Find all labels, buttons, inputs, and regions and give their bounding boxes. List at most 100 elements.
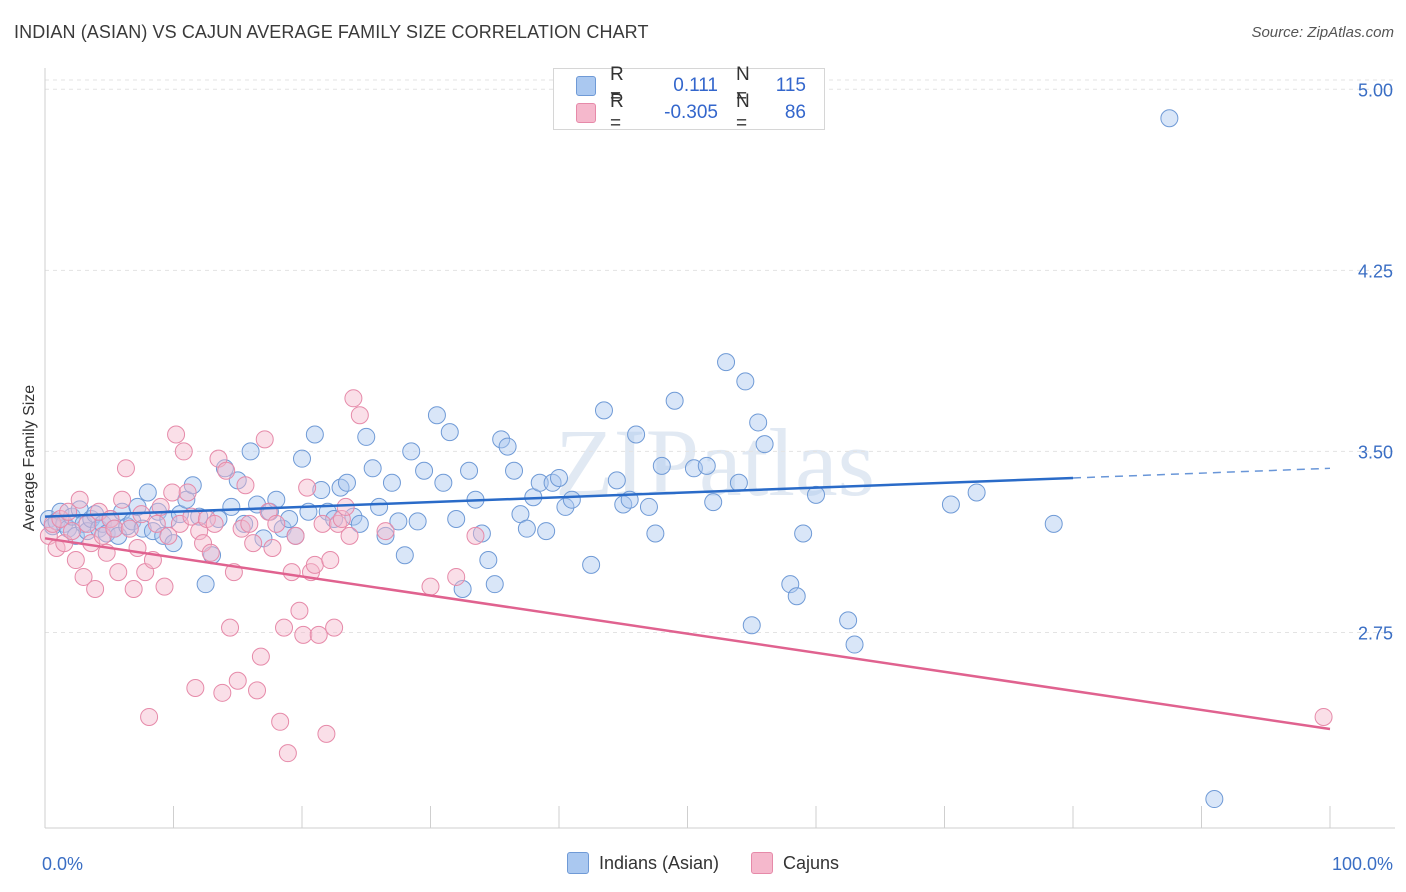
data-point-indians [447, 510, 466, 529]
data-point-cajuns [66, 551, 85, 570]
data-point-indians [415, 461, 434, 480]
data-point-cajuns [174, 442, 193, 461]
y-tick-label: 4.25 [1358, 261, 1393, 281]
data-point-cajuns [186, 678, 205, 697]
data-point-indians [537, 522, 556, 541]
n-label: N = [736, 91, 750, 134]
data-point-cajuns [93, 526, 112, 545]
data-point-cajuns [213, 683, 232, 702]
data-point-indians [196, 575, 215, 594]
data-point-indians [1205, 790, 1224, 809]
data-point-cajuns [309, 625, 328, 644]
data-point-indians [807, 485, 825, 504]
legend-label: Cajuns [783, 852, 840, 873]
series-indians-asian [39, 109, 1224, 809]
data-point-indians [363, 459, 382, 478]
data-point-cajuns [167, 425, 186, 444]
data-point-indians [697, 456, 716, 475]
data-point-indians [479, 551, 498, 570]
data-point-cajuns [178, 483, 197, 502]
data-point-indians [241, 442, 260, 461]
data-point-indians [517, 519, 536, 538]
data-point-indians [318, 502, 337, 521]
data-point-indians [839, 611, 858, 630]
data-point-indians [582, 555, 601, 574]
data-point-indians [357, 427, 376, 446]
data-point-cajuns [325, 618, 344, 637]
data-point-cajuns [201, 543, 220, 562]
legend-label: Indians (Asian) [598, 852, 720, 873]
data-point-cajuns [294, 625, 313, 644]
data-point-indians [1044, 514, 1063, 533]
data-point-cajuns [271, 712, 290, 731]
data-point-cajuns [376, 522, 395, 541]
data-point-indians [704, 493, 723, 512]
data-point-cajuns [74, 567, 93, 586]
data-point-cajuns [155, 577, 174, 596]
data-point-indians [485, 575, 504, 594]
data-point-cajuns [105, 519, 124, 538]
y-tick-label: 3.50 [1358, 442, 1393, 462]
data-point-indians [550, 468, 568, 487]
legend-swatch-pink [576, 103, 596, 123]
data-point-indians [941, 495, 960, 514]
data-point-cajuns [290, 601, 309, 620]
r-value: 0.111 [673, 75, 718, 96]
data-point-indians [235, 514, 254, 533]
data-point-cajuns [251, 647, 270, 666]
data-point-cajuns [275, 618, 294, 637]
data-point-cajuns [466, 526, 485, 545]
data-point-indians [305, 425, 324, 444]
data-point-cajuns [336, 497, 355, 516]
data-point-cajuns [263, 538, 282, 557]
trend-line-indians [44, 476, 1074, 518]
stats-legend: R = 0.111 N = 115 R = -0.305 N = 86 [553, 64, 825, 134]
data-point-indians [749, 413, 768, 432]
data-point-cajuns [163, 483, 182, 502]
data-point-cajuns [240, 514, 259, 533]
r-label: R = [610, 91, 624, 134]
data-point-indians [627, 425, 646, 444]
n-value: 115 [775, 75, 806, 96]
data-point-indians [389, 512, 408, 531]
data-point-indians [755, 435, 774, 454]
series-cajuns [39, 389, 1333, 763]
data-point-indians [492, 430, 511, 449]
data-point-indians [794, 524, 813, 543]
legend-swatch-blue [576, 76, 596, 96]
data-point-indians [222, 497, 241, 516]
trend-line-cajuns [44, 537, 1331, 731]
series-legend: Indians (Asian) Cajuns [0, 852, 1406, 874]
data-point-cajuns [317, 724, 336, 743]
data-point-cajuns [120, 519, 139, 538]
trend-line-indians-extension [1072, 467, 1331, 479]
data-point-cajuns [350, 406, 369, 425]
data-point-cajuns [278, 744, 297, 763]
data-point-indians [665, 391, 684, 410]
legend-item-cajuns: Cajuns [751, 852, 839, 874]
data-point-cajuns [194, 534, 213, 553]
chart-source: Source: ZipAtlas.com [1251, 24, 1394, 41]
data-point-cajuns [344, 389, 363, 408]
data-point-cajuns [217, 461, 236, 480]
data-point-cajuns [447, 567, 466, 586]
data-point-cajuns [1314, 707, 1333, 726]
x-tick-label-max: 100.0% [1332, 854, 1393, 874]
r-label: R = [610, 64, 624, 107]
data-point-indians [607, 471, 626, 490]
data-point-cajuns [286, 526, 305, 545]
data-point-indians [402, 442, 421, 461]
data-point-cajuns [313, 514, 332, 533]
data-point-cajuns [89, 502, 108, 521]
data-point-cajuns [340, 526, 359, 545]
data-point-indians [742, 616, 761, 635]
data-point-cajuns [332, 510, 351, 529]
data-point-cajuns [205, 514, 224, 533]
data-point-cajuns [421, 577, 440, 596]
data-point-cajuns [255, 430, 274, 449]
y-tick-label: 5.00 [1358, 80, 1393, 100]
data-point-cajuns [62, 522, 81, 541]
x-tick-label-min: 0.0% [42, 854, 83, 874]
data-point-indians [440, 423, 459, 442]
